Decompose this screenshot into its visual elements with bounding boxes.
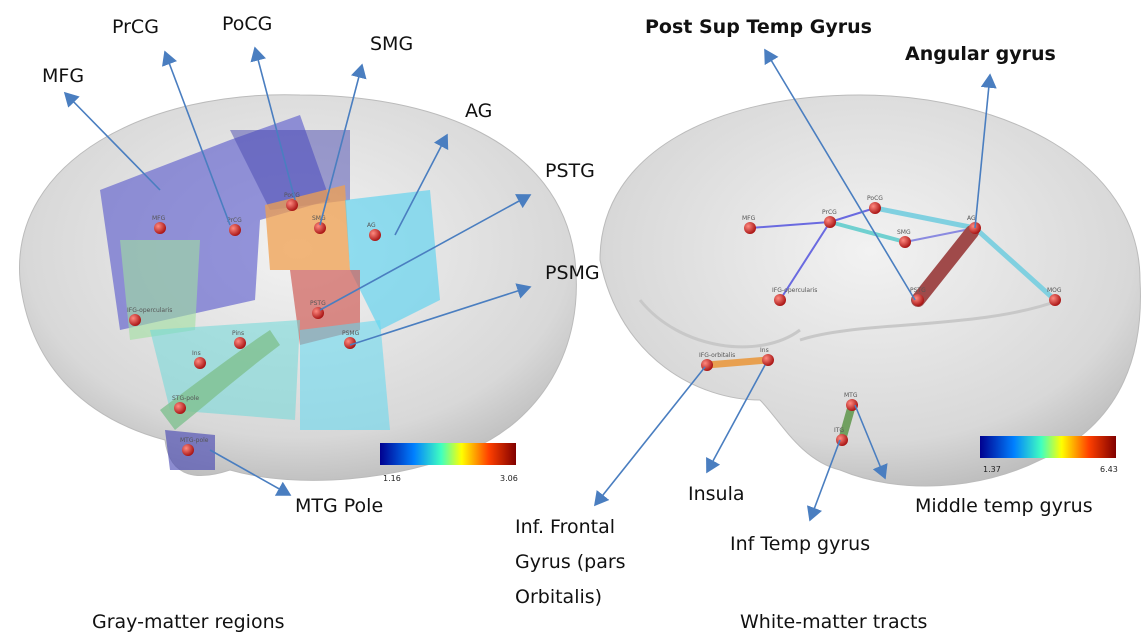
node <box>824 216 836 228</box>
node <box>229 224 241 236</box>
node-label: Ins <box>760 347 769 354</box>
node-label: PSTG <box>910 287 926 294</box>
node-label: PrCG <box>822 209 837 216</box>
node <box>912 294 924 306</box>
node-label: MTG <box>844 392 858 399</box>
region-label: AG <box>465 100 492 122</box>
node <box>899 236 911 248</box>
region-label: Inf Temp gyrus <box>730 533 870 555</box>
node <box>194 357 206 369</box>
region-label: Gyrus (pars <box>515 551 626 573</box>
caption: Gray-matter regions <box>92 611 285 633</box>
colorbar-max: 3.06 <box>500 474 518 483</box>
node <box>182 444 194 456</box>
region-label: PSTG <box>545 160 595 182</box>
region-label: Angular gyrus <box>905 43 1056 65</box>
node <box>774 294 786 306</box>
node-label: AG <box>367 222 376 229</box>
region-label: Middle temp gyrus <box>915 495 1093 517</box>
node <box>234 337 246 349</box>
node <box>869 202 881 214</box>
node-label: STG-pole <box>172 395 199 402</box>
region-label: MTG Pole <box>295 495 383 517</box>
node-label: SMG <box>312 215 326 222</box>
region-label: SMG <box>370 33 413 55</box>
node <box>154 222 166 234</box>
colorbar <box>980 436 1116 458</box>
node-label: PoCG <box>867 195 883 202</box>
region-label: PSMG <box>545 262 600 284</box>
node-label: IFG-opercularis <box>127 307 172 314</box>
region-label: Post Sup Temp Gyrus <box>645 16 872 38</box>
node <box>129 314 141 326</box>
node-label: PSTG <box>310 300 326 307</box>
node-label: MFG <box>152 215 166 222</box>
node <box>174 402 186 414</box>
node <box>762 354 774 366</box>
node-label: ITG <box>834 427 844 434</box>
node <box>744 222 756 234</box>
colorbar-min: 1.16 <box>383 474 401 483</box>
region-label: Orbitalis) <box>515 586 602 608</box>
region-label: PrCG <box>112 16 159 38</box>
node-label: AG <box>967 215 976 222</box>
node-label: Pins <box>232 330 244 337</box>
node-label: MOG <box>1047 287 1062 294</box>
node-label: Ins <box>192 350 201 357</box>
region-label: Insula <box>688 483 745 505</box>
left-brain <box>19 95 576 481</box>
node-label: PSMG <box>342 330 360 337</box>
colorbar-max: 6.43 <box>1100 465 1118 474</box>
node-label: SMG <box>897 229 911 236</box>
node-label: MFG <box>742 215 756 222</box>
node-label: IFG-orbitalis <box>699 352 735 359</box>
figure: MFG PrCG PoCG SMG AG IFG-opercularis PSTG PSMG I… <box>0 0 1148 634</box>
node-label: MTG-pole <box>180 437 209 444</box>
region-label: Inf. Frontal <box>515 516 615 538</box>
node <box>369 229 381 241</box>
node <box>286 199 298 211</box>
region-label: MFG <box>42 65 84 87</box>
caption: White-matter tracts <box>740 611 927 633</box>
node-label: IFG-opercularis <box>772 287 817 294</box>
colorbar-min: 1.37 <box>983 465 1001 474</box>
node <box>1049 294 1061 306</box>
colorbar <box>380 443 516 465</box>
region-label: PoCG <box>222 13 272 35</box>
node-label: PoCG <box>284 192 300 199</box>
